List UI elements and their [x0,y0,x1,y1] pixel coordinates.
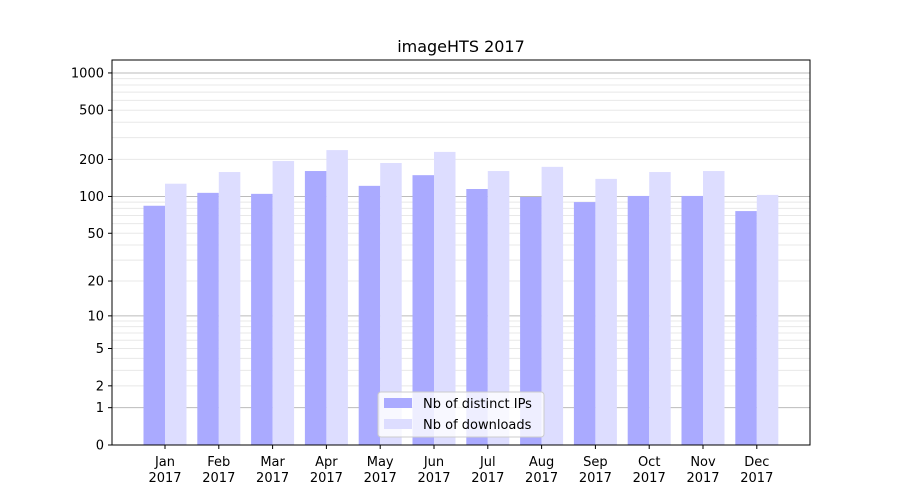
bar-downloads [165,183,187,445]
x-tick-label: Nov 2017 [686,455,719,486]
x-tick-label: May 2017 [364,455,397,486]
bar-downloads [703,171,725,445]
x-tick-label: Apr 2017 [310,455,343,486]
bar-downloads [487,171,510,445]
y-tick-label: 1000 [71,66,104,81]
bar-distinct-ips [358,185,381,446]
y-tick-label: 5 [96,342,104,357]
legend-label: Nb of downloads [423,418,532,433]
x-tick-label: Jun 2017 [417,455,450,486]
legend-swatch [384,398,412,408]
bar-downloads [649,172,671,445]
x-tick-label: Aug 2017 [525,455,558,486]
y-tick-label: 50 [87,227,104,242]
y-tick-label: 10 [87,309,104,324]
bar-downloads [595,178,617,445]
bar-distinct-ips [466,189,488,445]
bar-distinct-ips [197,192,219,445]
bar-distinct-ips [735,211,757,445]
bar-distinct-ips [627,195,650,445]
chart-title: imageHTS 2017 [397,37,525,56]
y-tick-label: 20 [87,275,104,290]
legend-swatch [384,419,412,429]
x-tick-label: Jan 2017 [148,455,181,486]
bar-downloads [380,163,402,445]
plot-frame [111,59,811,446]
legend-label: Nb of distinct IPs [423,397,532,412]
bar-downloads [218,172,241,445]
bar-distinct-ips [681,195,703,445]
bar-downloads [756,194,779,445]
y-tick-label: 1 [96,401,104,416]
y-tick-label: 500 [79,104,104,119]
bar-downloads [434,151,456,445]
bar-distinct-ips [573,202,596,445]
bar-downloads [272,161,295,445]
bar-distinct-ips [520,197,542,445]
legend-box [377,391,545,438]
y-tick-label: 200 [79,153,104,168]
legend: Nb of distinct IPs Nb of downloads [377,391,545,438]
x-tick-label: Dec 2017 [740,455,773,486]
x-tick-label: Oct 2017 [633,455,666,486]
x-tick-label: Jul 2017 [471,455,504,486]
y-tick-label: 2 [96,379,104,394]
bar-distinct-ips [412,175,434,446]
x-tick-label: Sep 2017 [579,455,612,486]
bar-downloads [541,166,564,445]
bar-distinct-ips [251,193,273,445]
y-tick-label: 0 [96,439,104,454]
bar-downloads [326,150,348,445]
bar-distinct-ips [143,205,165,445]
x-tick-label: Feb 2017 [202,455,235,486]
y-tick-label: 100 [79,190,104,205]
bar-distinct-ips [304,171,327,445]
x-tick-label: Mar 2017 [256,455,289,486]
